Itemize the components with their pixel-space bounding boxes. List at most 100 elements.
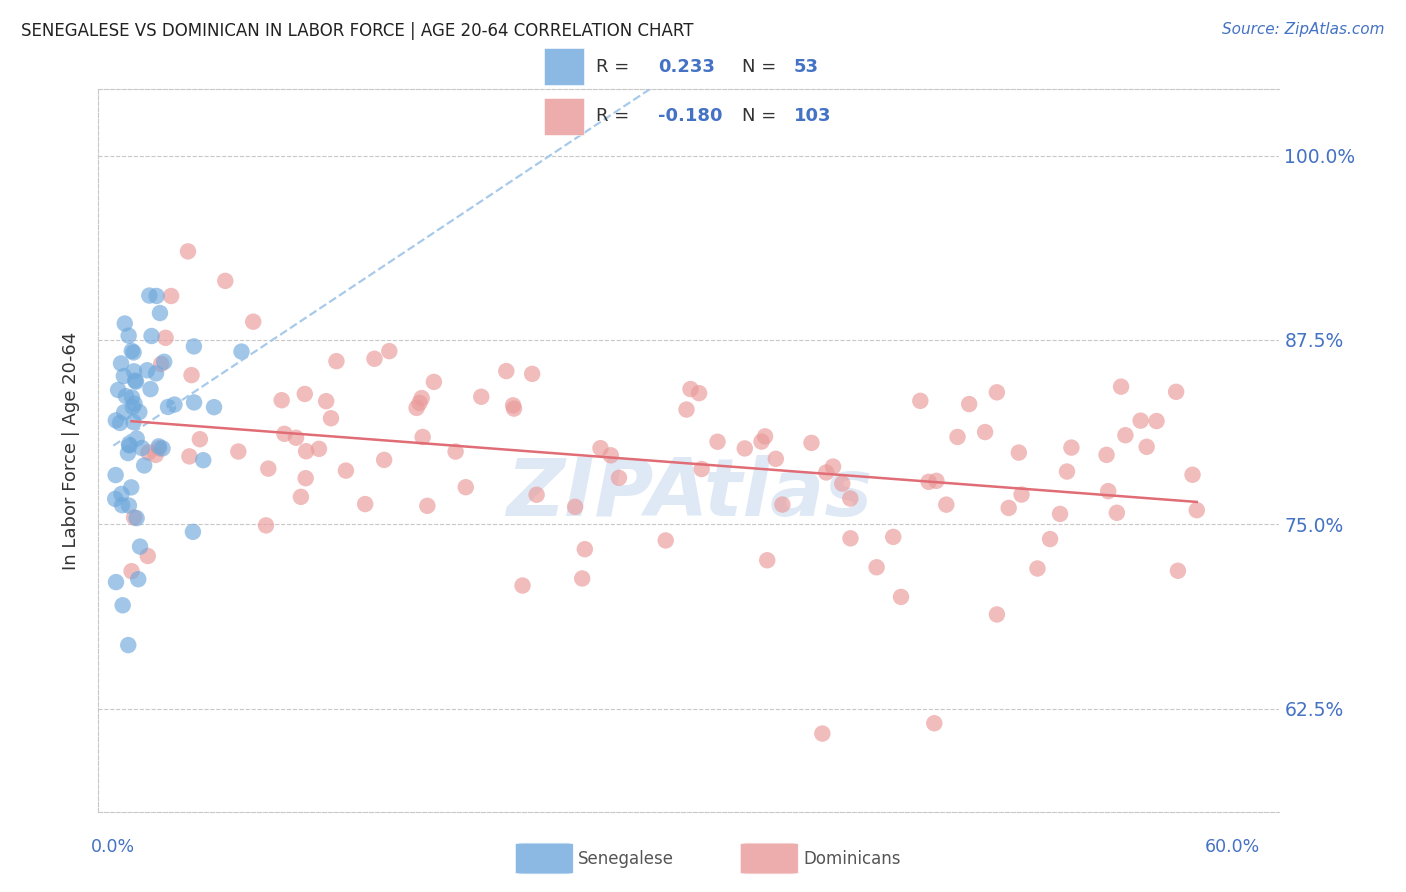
- Point: [122, 364, 145, 378]
- Text: ZIPAtlas: ZIPAtlas: [506, 455, 872, 533]
- Point: [145, 289, 167, 303]
- Point: [946, 430, 969, 444]
- FancyBboxPatch shape: [515, 843, 574, 874]
- Point: [152, 442, 174, 456]
- Point: [131, 441, 153, 455]
- Point: [153, 355, 176, 369]
- Point: [308, 442, 330, 456]
- Point: [148, 442, 170, 456]
- Point: [325, 354, 347, 368]
- Point: [679, 382, 702, 396]
- Point: [1136, 440, 1159, 454]
- Point: [416, 499, 439, 513]
- Point: [120, 480, 142, 494]
- Point: [800, 435, 823, 450]
- Text: Source: ZipAtlas.com: Source: ZipAtlas.com: [1222, 22, 1385, 37]
- Point: [104, 468, 127, 483]
- Point: [823, 459, 845, 474]
- Point: [122, 345, 145, 359]
- Point: [1049, 507, 1071, 521]
- Point: [121, 391, 143, 405]
- Point: [408, 396, 430, 410]
- Point: [111, 599, 134, 613]
- Point: [751, 434, 773, 449]
- Point: [405, 401, 427, 415]
- Point: [815, 466, 838, 480]
- Point: [157, 400, 180, 414]
- Point: [111, 498, 134, 512]
- Point: [1097, 484, 1119, 499]
- Point: [257, 461, 280, 475]
- Point: [1008, 445, 1031, 459]
- Text: N =: N =: [741, 58, 782, 76]
- Point: [411, 391, 433, 405]
- Point: [270, 393, 292, 408]
- Point: [177, 244, 200, 259]
- Point: [181, 524, 204, 539]
- Point: [315, 394, 337, 409]
- Point: [295, 444, 318, 458]
- Point: [831, 476, 853, 491]
- Point: [107, 383, 129, 397]
- Point: [128, 405, 150, 419]
- Point: [122, 510, 145, 524]
- Point: [470, 390, 492, 404]
- Point: [114, 317, 136, 331]
- Point: [1129, 414, 1152, 428]
- Point: [145, 448, 167, 462]
- Point: [104, 413, 127, 427]
- Point: [121, 343, 143, 358]
- Point: [228, 444, 250, 458]
- Point: [882, 530, 904, 544]
- Text: R =: R =: [596, 107, 636, 125]
- Point: [214, 274, 236, 288]
- Text: 53: 53: [794, 58, 820, 76]
- Point: [141, 329, 163, 343]
- Point: [242, 315, 264, 329]
- Point: [675, 402, 697, 417]
- Point: [319, 411, 342, 425]
- Point: [150, 357, 173, 371]
- Point: [183, 395, 205, 409]
- Point: [127, 572, 149, 586]
- Point: [1166, 384, 1188, 399]
- Point: [155, 331, 177, 345]
- Point: [117, 328, 139, 343]
- Point: [180, 368, 202, 383]
- FancyBboxPatch shape: [544, 97, 583, 135]
- Point: [118, 499, 141, 513]
- Point: [734, 442, 756, 456]
- Point: [139, 382, 162, 396]
- Text: -0.180: -0.180: [658, 107, 723, 125]
- Point: [1109, 379, 1132, 393]
- Point: [149, 306, 172, 320]
- Point: [1146, 414, 1168, 428]
- Point: [145, 367, 167, 381]
- Point: [918, 475, 941, 489]
- Point: [363, 351, 385, 366]
- Point: [1167, 564, 1189, 578]
- Point: [122, 415, 145, 429]
- Point: [754, 429, 776, 443]
- Point: [690, 462, 713, 476]
- Point: [354, 497, 377, 511]
- Point: [1114, 428, 1136, 442]
- Point: [129, 540, 152, 554]
- Point: [136, 363, 159, 377]
- Point: [125, 432, 148, 446]
- Point: [1095, 448, 1118, 462]
- Point: [512, 578, 534, 592]
- Point: [986, 607, 1008, 622]
- Point: [756, 553, 779, 567]
- Point: [502, 398, 524, 412]
- Point: [110, 487, 132, 501]
- Point: [117, 638, 139, 652]
- Point: [1039, 532, 1062, 546]
- Text: 103: 103: [794, 107, 831, 125]
- Point: [571, 572, 593, 586]
- Point: [503, 401, 526, 416]
- Point: [495, 364, 517, 378]
- Point: [148, 439, 170, 453]
- Point: [290, 490, 312, 504]
- Point: [957, 397, 980, 411]
